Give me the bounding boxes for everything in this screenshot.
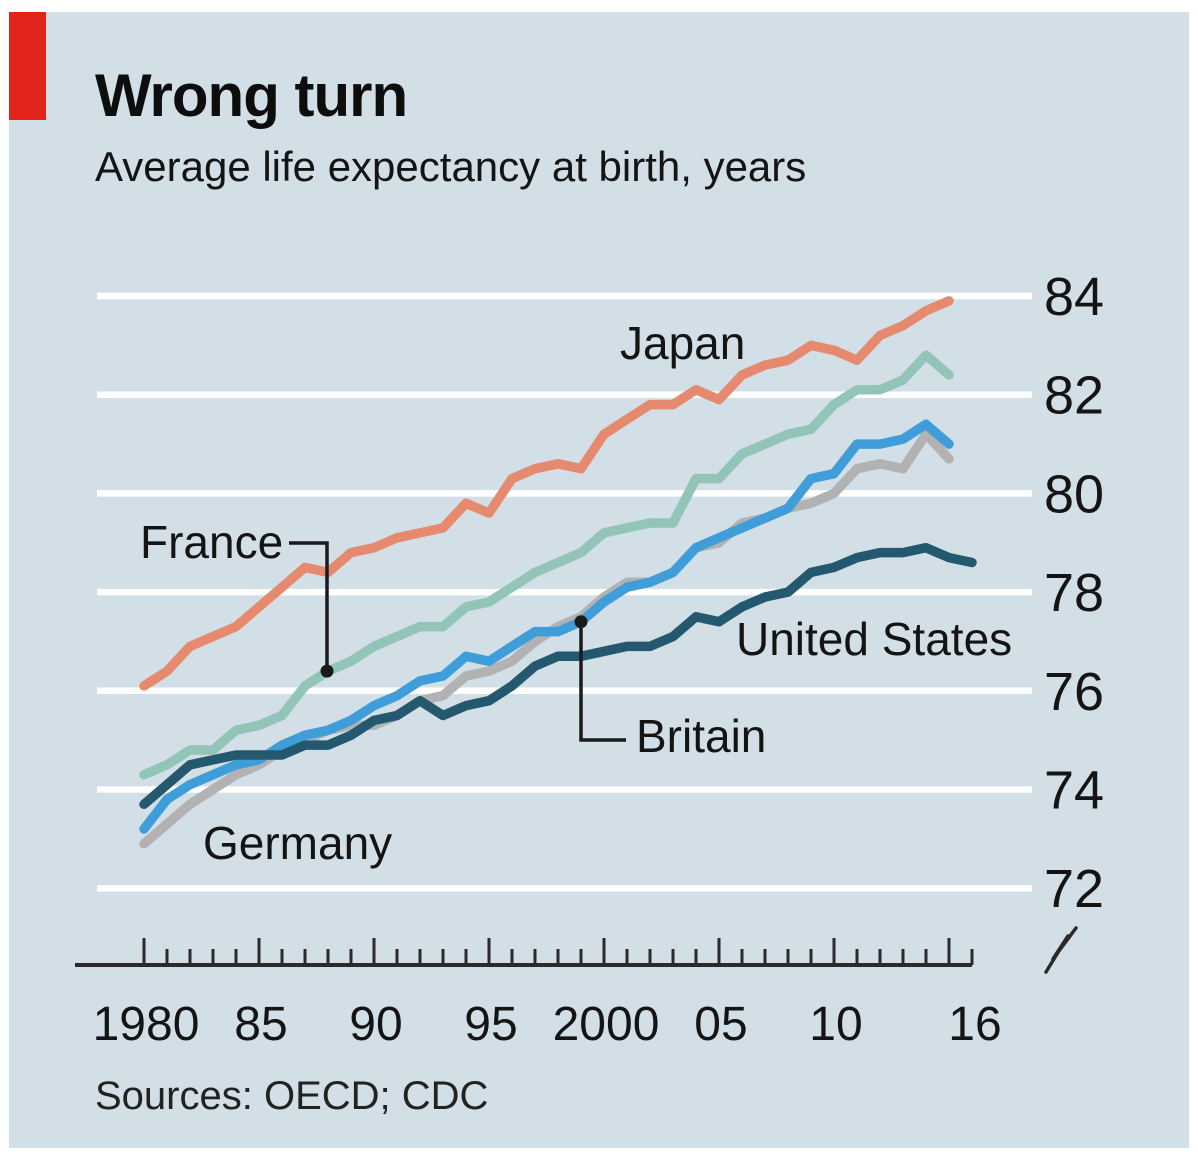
callout-dot-britain <box>574 615 588 629</box>
line-japan <box>139 296 954 691</box>
series-label-united-states: United States <box>736 613 1013 665</box>
y-tick-label-80: 80 <box>1044 464 1104 524</box>
economist-red-tab <box>9 12 46 120</box>
axis-break-icon <box>1044 926 1078 974</box>
x-tick-label-90: 90 <box>349 998 402 1051</box>
sources-note: Sources: OECD; CDC <box>95 1074 489 1118</box>
y-tick-label-76: 76 <box>1044 662 1104 722</box>
chart-subtitle: Average life expectancy at birth, years <box>95 143 807 190</box>
series-label-britain: Britain <box>636 710 767 762</box>
y-tick-label-84: 84 <box>1044 267 1104 327</box>
series-label-japan: Japan <box>620 317 746 369</box>
chart-title: Wrong turn <box>95 62 408 129</box>
chart-panel <box>9 12 1189 1148</box>
series-label-germany: Germany <box>203 817 393 869</box>
series-label-france: France <box>140 516 284 568</box>
line-france <box>139 350 954 780</box>
callout-line-france <box>289 541 329 672</box>
y-tick-label-78: 78 <box>1044 563 1104 623</box>
x-tick-label-85: 85 <box>234 998 287 1051</box>
x-tick-label-1980: 1980 <box>93 998 200 1051</box>
y-tick-label-72: 72 <box>1044 859 1104 919</box>
callout-line-britain <box>579 621 626 742</box>
x-tick-label-05: 05 <box>694 998 747 1051</box>
line-britain <box>139 419 954 834</box>
y-tick-label-74: 74 <box>1044 761 1104 821</box>
x-tick-label-16: 16 <box>948 998 1001 1051</box>
y-tick-label-82: 82 <box>1044 366 1104 426</box>
callout-dot-france <box>320 664 334 678</box>
x-tick-label-2000: 2000 <box>553 998 660 1051</box>
x-tick-label-95: 95 <box>464 998 517 1051</box>
x-tick-label-10: 10 <box>809 998 862 1051</box>
line-united-states <box>139 542 977 810</box>
